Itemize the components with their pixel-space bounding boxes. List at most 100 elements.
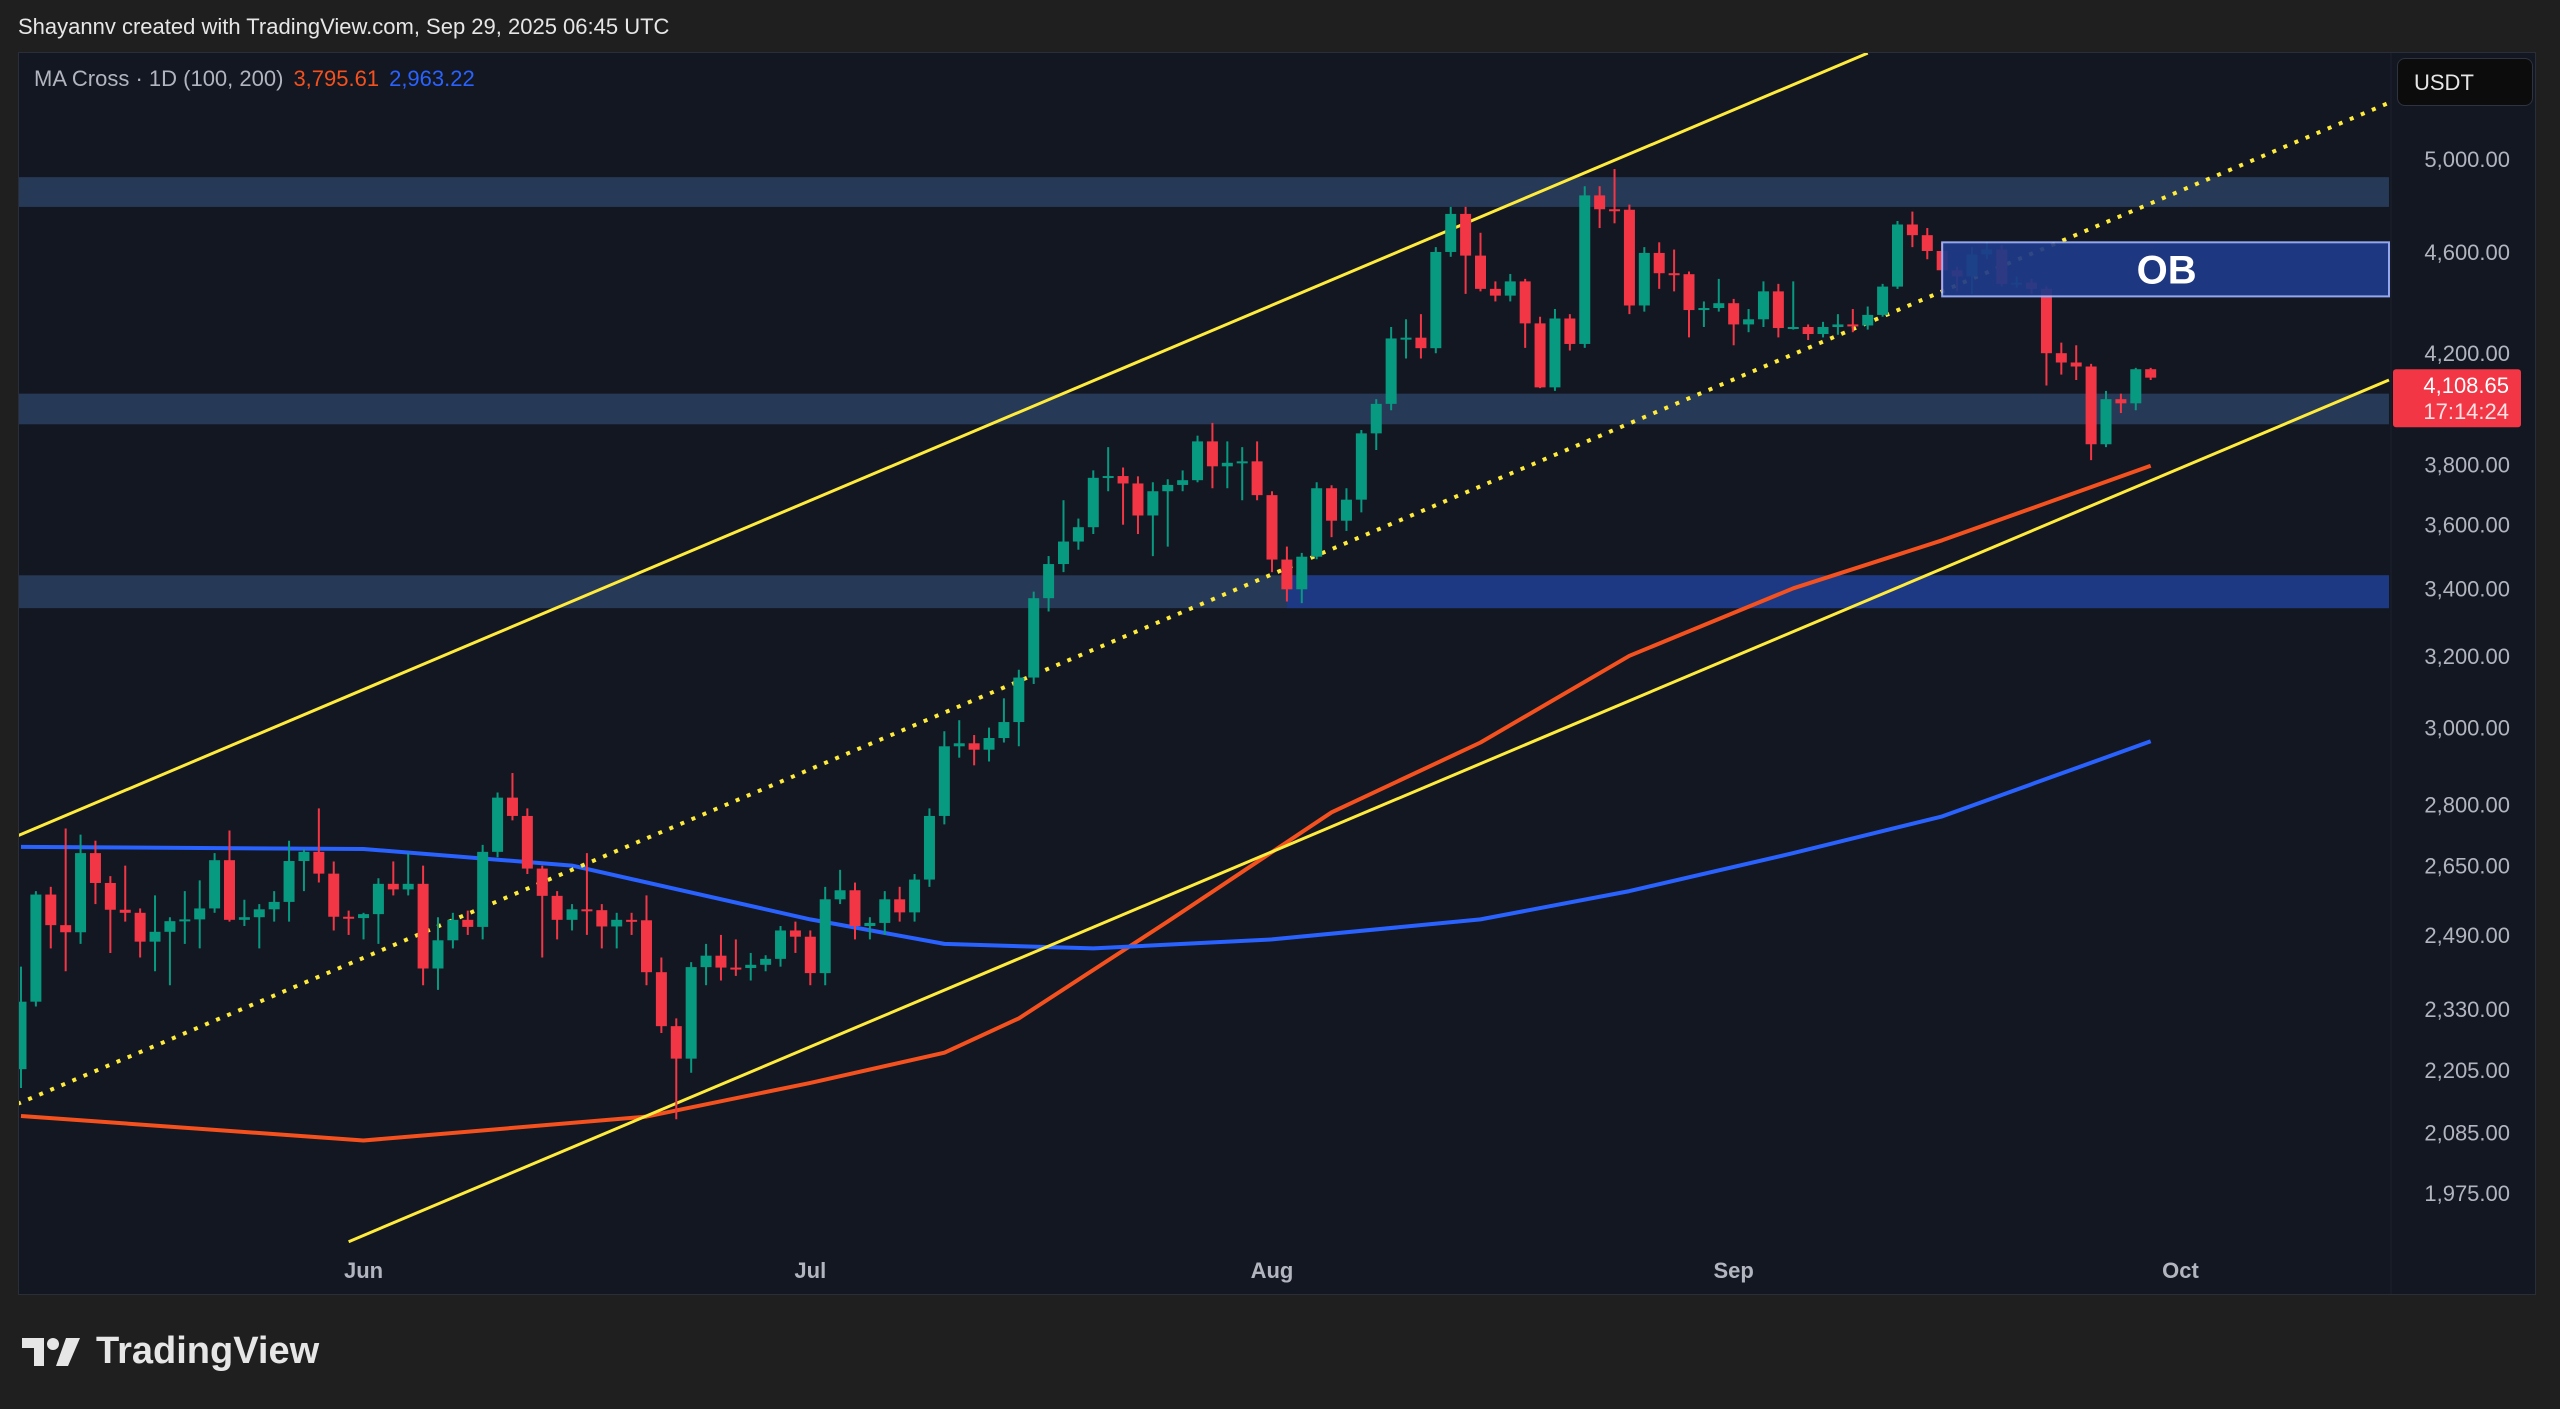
candle-body xyxy=(60,925,72,933)
candle xyxy=(804,930,816,986)
candle-body xyxy=(611,919,623,927)
candle-body xyxy=(1370,403,1382,434)
candle xyxy=(909,874,921,922)
candle-body xyxy=(1296,556,1308,590)
candle xyxy=(1698,301,1710,328)
candle xyxy=(1400,319,1412,359)
candle-body xyxy=(1251,461,1263,496)
price-tick-label: 3,200.00 xyxy=(2424,644,2510,669)
candle xyxy=(1638,247,1650,312)
candle-body xyxy=(1266,495,1278,560)
price-chart[interactable]: OB 5,000.00 4,600.00 4,200.00 3,800.00 3,600… xyxy=(19,53,2535,1294)
price-tick-label: 2,330.00 xyxy=(2424,997,2510,1022)
candle-body xyxy=(1281,559,1293,590)
candle-body xyxy=(1713,303,1725,309)
candle xyxy=(1355,429,1367,513)
candle xyxy=(640,895,652,986)
candle-body xyxy=(566,909,578,920)
candle-body xyxy=(1474,255,1486,289)
indicator-name: MA Cross · 1D (100, 200) xyxy=(34,66,284,91)
candle xyxy=(1236,447,1248,501)
candle-body xyxy=(983,738,995,750)
candle xyxy=(75,834,87,944)
candle-body xyxy=(1355,433,1367,500)
candle xyxy=(2115,393,2127,414)
candle-body xyxy=(372,883,384,915)
candle-body xyxy=(1236,461,1248,464)
candle xyxy=(1623,204,1635,315)
candle-body xyxy=(45,894,57,926)
candle-body xyxy=(730,967,742,970)
candle-body xyxy=(462,919,474,927)
candle xyxy=(149,895,161,972)
candle-body xyxy=(492,797,504,852)
candle xyxy=(447,912,459,949)
current-price-countdown: 17:14:24 xyxy=(2423,399,2509,424)
candle-body xyxy=(432,940,444,969)
candle-body xyxy=(313,851,325,874)
candle xyxy=(283,840,295,922)
price-tick-label: 2,800.00 xyxy=(2424,792,2510,817)
candle-body xyxy=(1668,273,1680,276)
candle-body xyxy=(1594,195,1606,210)
indicator-legend[interactable]: MA Cross · 1D (100, 200) 3,795.61 2,963.22 xyxy=(34,66,485,92)
candle-body xyxy=(298,851,310,862)
candle xyxy=(760,955,772,972)
candle-body xyxy=(1847,324,1859,327)
candle xyxy=(1296,552,1308,604)
candle xyxy=(328,861,340,931)
candle xyxy=(1177,470,1189,492)
candle xyxy=(834,869,846,905)
candle xyxy=(387,861,399,896)
tradingview-logo-icon xyxy=(22,1337,80,1366)
candle-body xyxy=(626,919,638,922)
price-tick-label: 3,600.00 xyxy=(2424,513,2510,538)
candle-body xyxy=(179,919,191,922)
candle xyxy=(89,840,101,905)
candle-body xyxy=(134,912,146,942)
candle xyxy=(1772,283,1784,338)
currency-button[interactable]: USDT xyxy=(2397,58,2533,106)
candle-body xyxy=(2145,369,2157,378)
candle xyxy=(1206,422,1218,489)
candle-body xyxy=(283,861,295,902)
candle xyxy=(953,720,965,758)
candle-body xyxy=(1087,477,1099,528)
candle-body xyxy=(1221,462,1233,467)
candle xyxy=(2070,345,2082,381)
candle-body xyxy=(1177,480,1189,485)
candle xyxy=(1609,169,1621,224)
candle-body xyxy=(164,921,176,932)
candle-body xyxy=(536,868,548,896)
candle-body xyxy=(1102,476,1114,479)
price-tick-label: 2,650.00 xyxy=(2424,854,2510,879)
candle-body xyxy=(75,853,87,933)
candle xyxy=(1266,491,1278,573)
candle-body xyxy=(417,883,429,969)
candle xyxy=(1192,435,1204,483)
candle xyxy=(1892,220,1904,289)
chart-panel[interactable]: OB 5,000.00 4,600.00 4,200.00 3,800.00 3,600… xyxy=(18,52,2536,1295)
price-tick-label: 5,000.00 xyxy=(2424,147,2510,172)
candle xyxy=(923,808,935,887)
candle-body xyxy=(685,967,697,1059)
trendlines-layer xyxy=(19,53,2390,1244)
candle xyxy=(1326,485,1338,538)
order-block-box xyxy=(1941,241,2391,298)
current-price-value: 4,108.65 xyxy=(2423,373,2509,398)
candle xyxy=(1504,273,1516,302)
candle xyxy=(1728,298,1740,346)
candle xyxy=(1683,271,1695,338)
candle-body xyxy=(209,860,221,909)
time-axis: Jun Jul Aug Sep Oct xyxy=(344,1258,2200,1283)
time-tick-label: Aug xyxy=(1251,1258,1294,1283)
candle-body xyxy=(387,883,399,890)
candle xyxy=(45,886,57,949)
candle xyxy=(685,962,697,1073)
candle xyxy=(968,735,980,766)
price-tick-label: 3,000.00 xyxy=(2424,716,2510,741)
candle-body xyxy=(1460,213,1472,256)
candle xyxy=(506,773,518,821)
candle-body xyxy=(1623,209,1635,306)
candle-body xyxy=(2070,362,2082,367)
